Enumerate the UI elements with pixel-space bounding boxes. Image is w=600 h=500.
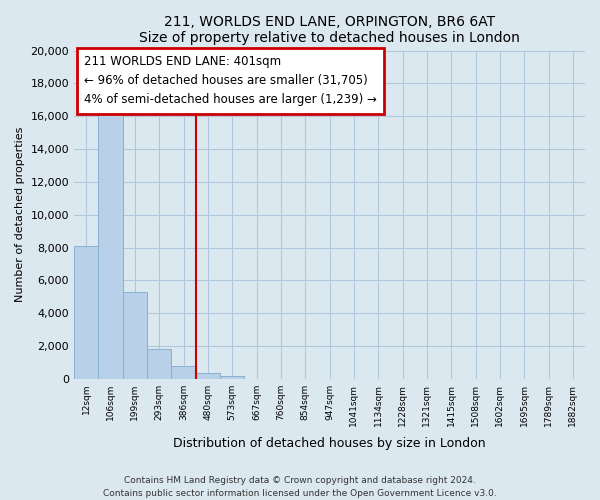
Bar (123, 292, 147, 379)
Bar (172, 366, 196, 379)
Y-axis label: Number of detached properties: Number of detached properties (15, 127, 25, 302)
Bar (98, 108, 123, 379)
Text: Contains HM Land Registry data © Crown copyright and database right 2024.
Contai: Contains HM Land Registry data © Crown c… (103, 476, 497, 498)
X-axis label: Distribution of detached houses by size in London: Distribution of detached houses by size … (173, 437, 486, 450)
Bar (220, 376, 244, 379)
Title: 211, WORLDS END LANE, ORPINGTON, BR6 6AT
Size of property relative to detached h: 211, WORLDS END LANE, ORPINGTON, BR6 6AT… (139, 15, 520, 45)
Bar (147, 348, 172, 379)
Bar (196, 373, 220, 379)
Text: 211 WORLDS END LANE: 401sqm
← 96% of detached houses are smaller (31,705)
4% of : 211 WORLDS END LANE: 401sqm ← 96% of det… (84, 56, 377, 106)
Bar (74, 246, 98, 379)
